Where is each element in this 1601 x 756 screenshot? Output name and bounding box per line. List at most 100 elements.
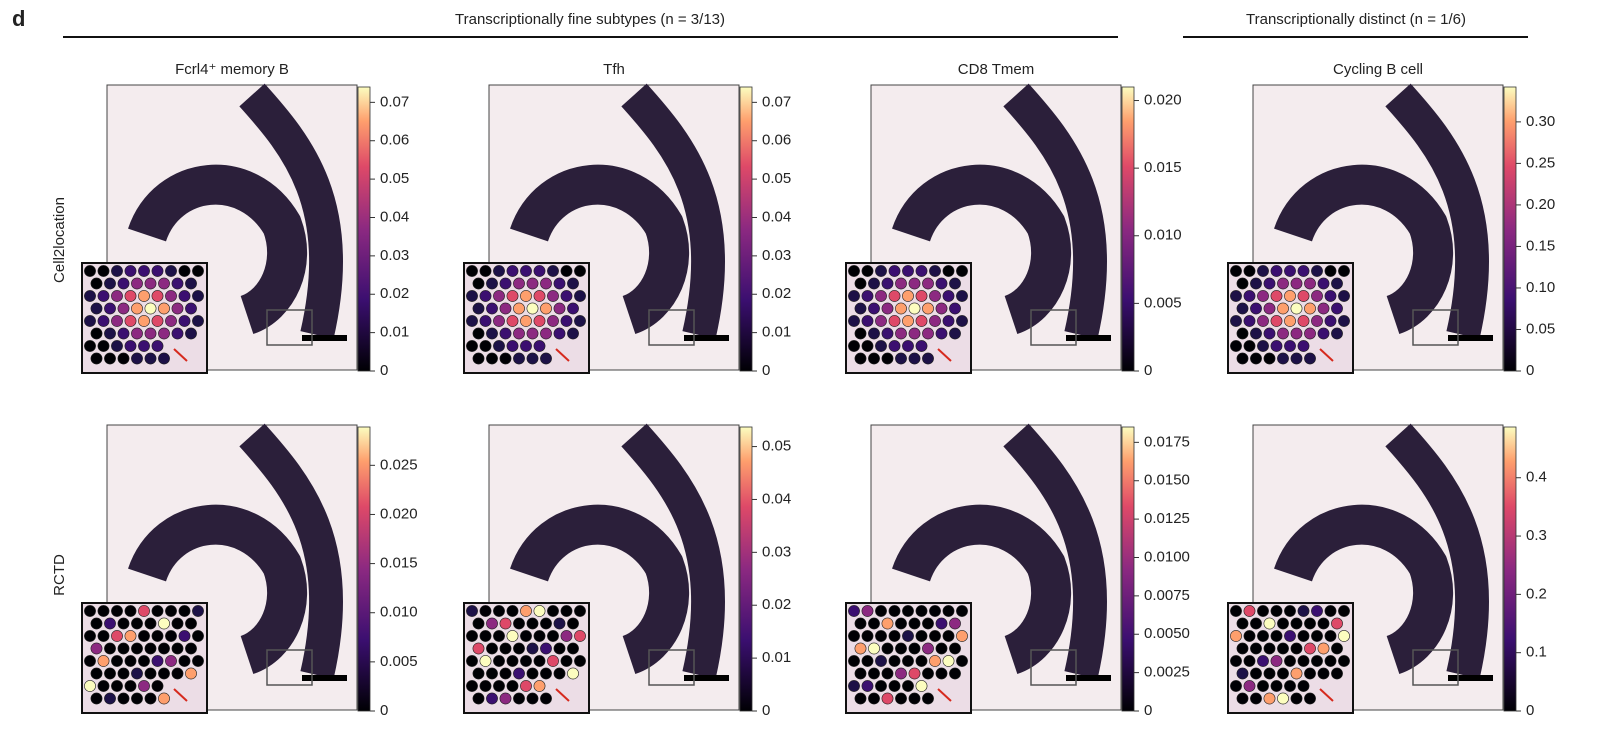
inset-spot (472, 352, 485, 365)
inset-spot (848, 680, 860, 692)
inset-spot (1297, 315, 1310, 327)
inset-spot (1250, 667, 1262, 680)
inset-spot (868, 692, 880, 705)
inset-spot (1297, 630, 1310, 642)
inset-spot (848, 315, 860, 327)
inset-spot (895, 667, 907, 680)
inset-spot (486, 277, 498, 290)
inset-spot (178, 315, 191, 327)
inset-spot (553, 277, 566, 290)
inset-spot (104, 667, 116, 680)
inset-spot (902, 655, 914, 667)
inset-spot (895, 352, 907, 365)
inset-spot (526, 642, 539, 655)
inset-spot (466, 605, 478, 617)
inset-spot (574, 630, 586, 642)
inset-spot (1290, 617, 1303, 630)
inset-spot (1304, 642, 1316, 655)
inset-spot (117, 277, 130, 290)
inset-spot (192, 290, 204, 302)
inset-spot (1297, 290, 1310, 302)
inset-spot (506, 290, 519, 302)
inset-spot (84, 605, 96, 617)
colorbar-tick-label: 0.020 (380, 505, 418, 522)
inset-spot (151, 680, 164, 692)
tissue (128, 504, 307, 674)
inset-spot (1338, 290, 1350, 302)
colorbar-tick-label: 0.1 (1526, 644, 1547, 661)
inset-spot (520, 340, 532, 352)
inset-spot (1290, 302, 1303, 315)
colorbar-tick-label: 0.0025 (1144, 664, 1190, 681)
inset-spot (942, 655, 955, 667)
inset-spot (560, 605, 573, 617)
inset-spot (144, 692, 157, 705)
inset-spot (499, 692, 512, 705)
inset-spot (185, 327, 197, 340)
inset-spot (1270, 655, 1283, 667)
inset-spot (499, 277, 512, 290)
inset-spot (131, 692, 143, 705)
inset-spot (1250, 642, 1262, 655)
inset-spot (915, 630, 928, 642)
inset-spot (1338, 630, 1350, 642)
inset-spot (526, 692, 539, 705)
tissue (510, 164, 689, 334)
inset-spot (104, 642, 116, 655)
inset-spot (1290, 692, 1303, 705)
inset-spot (1230, 340, 1242, 352)
inset-spot (493, 605, 505, 617)
inset-spot (848, 630, 860, 642)
inset-spot (111, 315, 123, 327)
inset-spot (171, 642, 184, 655)
inset-spot (881, 667, 894, 680)
inset-spot (90, 352, 103, 365)
inset-spot (493, 340, 505, 352)
inset-spot (1250, 327, 1262, 340)
inset-spot (1338, 265, 1350, 277)
inset-spot (104, 692, 116, 705)
colorbar-tick-label: 0.05 (380, 170, 409, 187)
inset-spot (868, 327, 880, 340)
inset-spot (479, 605, 492, 617)
inset-spot (1243, 265, 1256, 277)
inset-spot (915, 340, 928, 352)
colorbar-tick-label: 0.05 (762, 170, 791, 187)
inset-spot (117, 692, 130, 705)
inset-spot (935, 642, 948, 655)
inset-spot (854, 642, 867, 655)
inset-spot (185, 277, 197, 290)
inset-spot (868, 352, 880, 365)
inset-spot (547, 290, 559, 302)
inset-spot (922, 327, 934, 340)
inset-spot (560, 655, 573, 667)
inset-spot (90, 642, 103, 655)
inset-spot (1338, 315, 1350, 327)
inset-spot (1250, 277, 1262, 290)
inset-spot (111, 680, 123, 692)
inset-spot (902, 290, 914, 302)
inset-spot (486, 617, 498, 630)
inset-spot (1257, 655, 1269, 667)
inset-spot (1236, 642, 1249, 655)
arrow (1319, 688, 1334, 702)
inset-spot (493, 680, 505, 692)
inset-spot (158, 642, 170, 655)
colorbar-tick-label: 0.01 (762, 324, 791, 341)
zoom-box (648, 309, 695, 346)
inset-spot (104, 327, 116, 340)
colorbar-tick-label: 0.0175 (1144, 433, 1190, 450)
inset-spot (553, 642, 566, 655)
inset-spot (506, 340, 519, 352)
arrow (1319, 348, 1334, 362)
colorbar-tick-label: 0 (762, 702, 770, 719)
inset-spot (1284, 655, 1296, 667)
inset-spot (144, 642, 157, 655)
inset-spot (479, 315, 492, 327)
inset-spot (1263, 302, 1276, 315)
inset-spot (567, 642, 579, 655)
inset-spot (868, 277, 880, 290)
inset-spot (908, 692, 921, 705)
inset-spot (1236, 302, 1249, 315)
inset-spot (131, 327, 143, 340)
